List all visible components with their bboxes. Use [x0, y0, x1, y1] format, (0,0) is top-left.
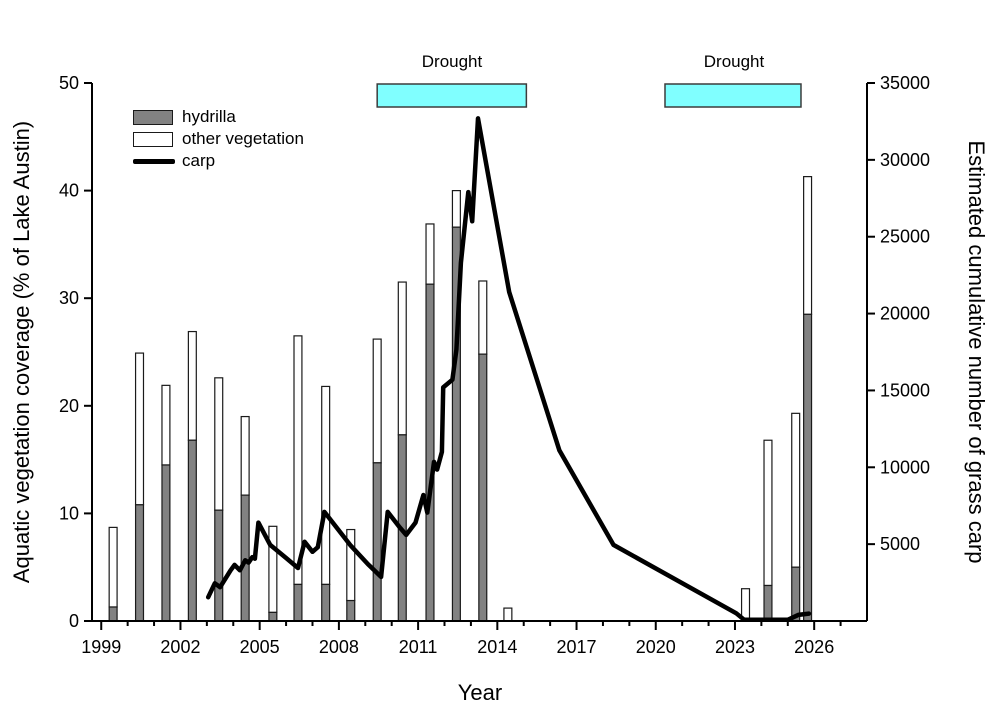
tick-label: 20000 — [880, 304, 930, 324]
other-vegetation-bar-segment — [372, 338, 382, 464]
drought-box — [376, 83, 528, 108]
other-vegetation-bar-segment — [214, 377, 224, 511]
hydrilla-bar-segment — [346, 599, 356, 622]
other-vegetation-bar-segment — [425, 223, 435, 285]
vegetation-bars — [108, 176, 813, 622]
axes — [84, 82, 875, 630]
tick-label: 2002 — [160, 637, 200, 657]
carp-line-path — [205, 116, 812, 623]
tick-label: 2005 — [240, 637, 280, 657]
other-vegetation-bar-segment — [503, 607, 513, 622]
hydrilla-swatch — [133, 109, 173, 125]
tick-label: 2020 — [636, 637, 676, 657]
other-vegetation-swatch — [133, 131, 173, 147]
hydrilla-bar-segment — [478, 353, 488, 622]
hydrilla-bar-segment — [187, 439, 197, 622]
other-vegetation-bar-segment — [451, 190, 461, 228]
other-vegetation-bar-segment — [268, 525, 278, 613]
hydrilla-bar-segment — [321, 583, 331, 622]
tick-label: 10 — [59, 503, 79, 523]
other-vegetation-bar-segment — [134, 352, 145, 506]
other-vegetation-bar-segment — [763, 439, 773, 587]
drought-label-2: Drought — [703, 52, 765, 71]
other-vegetation-bar-segment — [321, 385, 331, 586]
tick-label: 30000 — [880, 150, 930, 170]
drought-periods — [376, 83, 802, 108]
tick-label: 40 — [59, 181, 79, 201]
hydrilla-bar-segment — [372, 462, 382, 622]
tick-label: 10000 — [880, 457, 930, 477]
tick-label: 2008 — [319, 637, 359, 657]
other-vegetation-bar-segment — [478, 280, 488, 355]
tick-label: 2023 — [715, 637, 755, 657]
tick-label: 2017 — [557, 637, 597, 657]
hydrilla-bar-segment — [161, 464, 171, 622]
left-y-axis-title: Aquatic vegetation coverage (% of Lake A… — [9, 120, 34, 584]
legend-item-carp: carp — [133, 150, 304, 172]
x-axis-title: Year — [457, 680, 503, 705]
tick-label: 0 — [69, 611, 79, 631]
hydrilla-bar-segment — [108, 606, 118, 622]
carp-line-swatch — [133, 158, 175, 164]
legend-label-hydrilla: hydrilla — [182, 107, 236, 126]
right-y-axis-title: Estimated cumulative number of grass car… — [964, 140, 989, 564]
tick-label: 2014 — [477, 637, 517, 657]
tick-label: 2026 — [794, 637, 834, 657]
legend: hydrilla other vegetation carp — [133, 106, 304, 172]
tick-label: 50 — [59, 73, 79, 93]
drought-box — [664, 83, 802, 108]
hydrilla-bar-segment — [293, 583, 303, 622]
other-vegetation-bar-segment — [161, 384, 171, 466]
tick-label: 2011 — [399, 637, 438, 657]
legend-label-carp: carp — [182, 151, 216, 170]
other-vegetation-bar-segment — [791, 412, 801, 568]
legend-item-hydrilla: hydrilla — [133, 106, 304, 128]
tick-label: 15000 — [880, 380, 930, 400]
legend-item-other-vegetation: other vegetation — [133, 128, 304, 150]
other-vegetation-bar-segment — [240, 415, 250, 496]
tick-label: 25000 — [880, 227, 930, 247]
hydrilla-bar-segment — [268, 611, 278, 622]
tick-label: 20 — [59, 396, 79, 416]
other-vegetation-bar-segment — [187, 330, 197, 441]
other-vegetation-bar-segment — [108, 526, 118, 608]
hydrilla-bar-segment — [803, 313, 813, 622]
tick-label: 1999 — [81, 637, 121, 657]
other-vegetation-bar-segment — [293, 335, 303, 586]
tick-label: 5000 — [880, 534, 920, 554]
hydrilla-bar-segment — [763, 584, 773, 622]
other-vegetation-bar-segment — [803, 176, 813, 315]
drought-label-1: Drought — [421, 52, 483, 71]
other-vegetation-bar-segment — [397, 281, 407, 436]
hydrilla-bar-segment — [214, 509, 224, 622]
tick-label: 30 — [59, 288, 79, 308]
hydrilla-bar-segment — [425, 283, 435, 622]
hydrilla-bar-segment — [134, 504, 145, 622]
tick-label: 35000 — [880, 73, 930, 93]
legend-label-other-vegetation: other vegetation — [182, 129, 304, 148]
